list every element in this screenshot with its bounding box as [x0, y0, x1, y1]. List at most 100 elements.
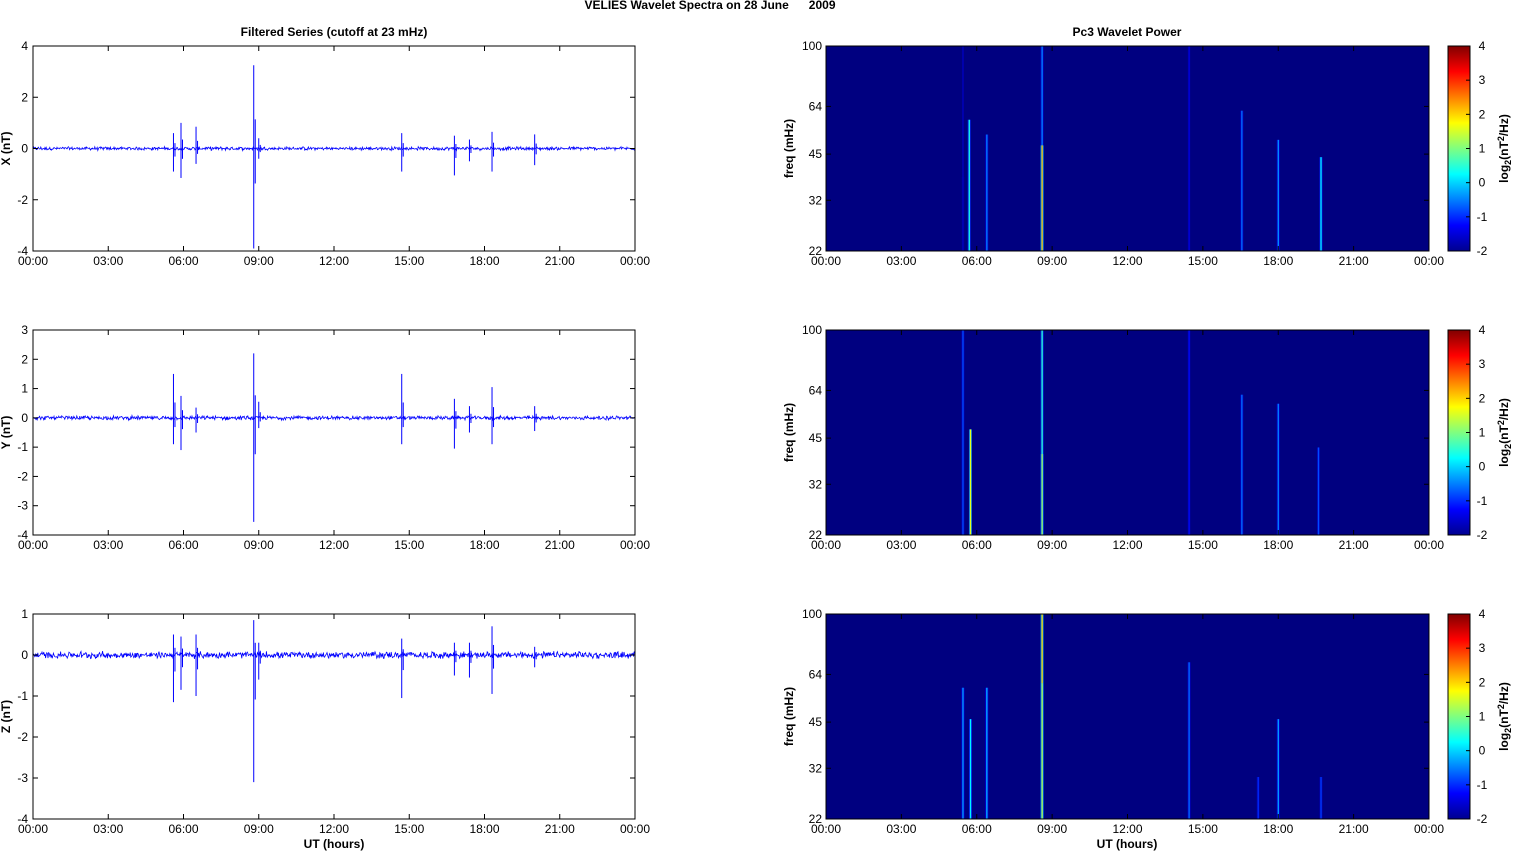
spectrum-2-event — [986, 687, 988, 819]
spectrum-0-x-tick-label: 06:00 — [962, 254, 992, 268]
spectrum-0-x-tick-label: 03:00 — [886, 254, 916, 268]
series-0-x-tick-label: 15:00 — [394, 254, 424, 268]
spectrum-2-event — [962, 687, 964, 819]
series-0-y-tick-label: 0 — [21, 142, 28, 156]
series-1-y-tick-label: 1 — [21, 382, 28, 396]
spectrum-2-x-tick-label: 00:00 — [1414, 822, 1444, 836]
spectrum-1-y-axis-label: freq (mHz) — [782, 403, 796, 462]
colorbar-1-tick-label: 3 — [1479, 357, 1486, 371]
series-1-y-tick-label: 2 — [21, 352, 28, 366]
series-2-y-tick-label: -1 — [17, 689, 28, 703]
series-2-y-axis-label: Z (nT) — [0, 700, 13, 733]
series-2-trace — [32, 650, 636, 660]
spectrum-1-event — [962, 330, 964, 535]
series-0-y-tick-label: 2 — [21, 90, 28, 104]
series-0-x-tick-label: 12:00 — [319, 254, 349, 268]
spectrum-1-x-tick-label: 18:00 — [1263, 538, 1293, 552]
series-2-y-tick-label: -4 — [17, 812, 28, 826]
series-2-y-tick-label: 0 — [21, 648, 28, 662]
series-1-y-tick-label: 0 — [21, 411, 28, 425]
spectrum-0-x-tick-label: 00:00 — [1414, 254, 1444, 268]
series-0-y-tick-label: 4 — [21, 39, 28, 53]
colorbar-0-tick-label: 2 — [1479, 107, 1486, 121]
spectrum-0-event — [1320, 157, 1322, 251]
spectrum-1-y-tick-label: 22 — [809, 528, 823, 542]
series-1-x-tick-label: 21:00 — [545, 538, 575, 552]
spectrum-0-event — [1188, 46, 1190, 251]
series-1-y-tick-label: -1 — [17, 440, 28, 454]
spectrum-1-background — [826, 330, 1429, 535]
colorbar-1-tick-label: 4 — [1479, 323, 1486, 337]
series-0-y-axis-label: X (nT) — [0, 132, 13, 166]
spectrum-2-background — [826, 614, 1429, 819]
spectrum-1-x-tick-label: 21:00 — [1339, 538, 1369, 552]
spectrum-0-event — [986, 134, 988, 251]
spectrum-2-y-tick-label: 45 — [809, 715, 823, 729]
spectrum-0-event — [968, 119, 970, 251]
spectrum-2-event — [1277, 719, 1279, 819]
series-2-frame — [32, 613, 636, 820]
colorbar-0-tick-label: 3 — [1479, 73, 1486, 87]
series-1-x-tick-label: 03:00 — [93, 538, 123, 552]
colorbar-0-tick-label: -1 — [1477, 210, 1488, 224]
spectrum-0-event — [1041, 145, 1043, 251]
colorbar-0-tick-label: 0 — [1479, 176, 1486, 190]
series-0-x-tick-label: 18:00 — [469, 254, 499, 268]
series-2-x-tick-label: 09:00 — [244, 822, 274, 836]
spectrum-0-x-tick-label: 09:00 — [1037, 254, 1067, 268]
series-2-y-tick-label: -2 — [17, 730, 28, 744]
spectrum-2-y-tick-label: 22 — [809, 812, 823, 826]
series-1-x-tick-label: 06:00 — [168, 538, 198, 552]
series-1-x-tick-label: 15:00 — [394, 538, 424, 552]
spectrum-1-x-tick-label: 12:00 — [1112, 538, 1142, 552]
spectrum-0-x-tick-label: 12:00 — [1112, 254, 1142, 268]
series-2-x-tick-label: 12:00 — [319, 822, 349, 836]
series-2-y-tick-label: 1 — [21, 607, 28, 621]
colorbar-0-tick-label: -2 — [1477, 244, 1488, 258]
colorbar-2-tick-label: -2 — [1477, 812, 1488, 826]
series-1-x-tick-label: 09:00 — [244, 538, 274, 552]
spectrum-0-event — [1277, 139, 1279, 251]
series-2-x-tick-label: 00:00 — [620, 822, 650, 836]
colorbar-0-label: log2(nT2/Hz) — [1496, 114, 1512, 183]
series-2-x-tick-label: 00:00 — [18, 822, 48, 836]
spectrum-0-x-tick-label: 15:00 — [1188, 254, 1218, 268]
series-2-y-tick-label: -3 — [17, 771, 28, 785]
spectrum-2-y-axis-label: freq (mHz) — [782, 687, 796, 746]
colorbar-2-tick-label: 4 — [1479, 607, 1486, 621]
spectrum-1-event — [1188, 330, 1190, 535]
spectrum-1-x-tick-label: 00:00 — [811, 538, 841, 552]
spectrum-2-x-tick-label: 12:00 — [1112, 822, 1142, 836]
colorbar-0-tick-label: 4 — [1479, 39, 1486, 53]
series-0-y-tick-label: -4 — [17, 244, 28, 258]
series-0-x-tick-label: 06:00 — [168, 254, 198, 268]
colorbar-2-tick-label: 3 — [1479, 641, 1486, 655]
series-2-x-tick-label: 03:00 — [93, 822, 123, 836]
colorbar-0-tick-label: 1 — [1479, 142, 1486, 156]
series-1-x-tick-label: 00:00 — [620, 538, 650, 552]
spectrum-2-event — [969, 719, 972, 819]
spectrum-1-y-tick-label: 45 — [809, 431, 823, 445]
chart-panels: -4 -2 0 2 4 00:00 03:00 06:00 09:00 12:00 15:00 18:… — [0, 39, 1513, 836]
colorbar-1-tick-label: -1 — [1477, 494, 1488, 508]
spectrum-1-event — [1241, 394, 1243, 535]
colorbar-1-tick-label: 1 — [1479, 426, 1486, 440]
spectrum-0-y-tick-label: 32 — [809, 193, 823, 207]
spectrum-2-x-tick-label: 21:00 — [1339, 822, 1369, 836]
spectrum-0-x-tick-label: 00:00 — [811, 254, 841, 268]
spectrum-0-event — [1241, 110, 1243, 251]
colorbar-1-tick-label: 0 — [1479, 460, 1486, 474]
spectrum-1-event — [969, 429, 972, 535]
series-0-x-tick-label: 03:00 — [93, 254, 123, 268]
series-0-x-tick-label: 21:00 — [545, 254, 575, 268]
left-x-axis-label: UT (hours) — [304, 837, 365, 851]
colorbar-2-tick-label: 0 — [1479, 744, 1486, 758]
series-2-x-tick-label: 18:00 — [469, 822, 499, 836]
figure-title: VELIES Wavelet Spectra on 28 June 2009 — [585, 0, 836, 12]
spectrum-1-event — [1041, 454, 1043, 535]
series-0-y-tick-label: -2 — [17, 193, 28, 207]
right-x-axis-label: UT (hours) — [1097, 837, 1158, 851]
colorbar-1-tick-label: 2 — [1479, 391, 1486, 405]
series-1-frame — [32, 329, 636, 536]
spectrum-0-event — [962, 46, 964, 251]
